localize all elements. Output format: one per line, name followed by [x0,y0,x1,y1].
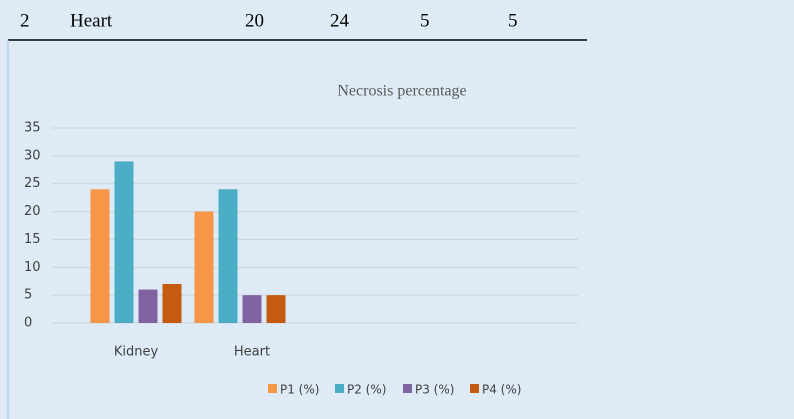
bar [218,189,238,323]
chart-title: Necrosis percentage [337,83,466,100]
legend-label: P3 (%) [415,383,454,397]
table-cell: 20 [245,10,264,31]
y-tick-label: 0 [24,316,32,331]
table-cell: Heart [70,10,113,31]
table-cell: 5 [420,10,430,31]
legend-swatch [335,384,344,393]
y-tick-label: 20 [24,204,41,219]
bar [138,289,158,323]
table-cell: 2 [20,10,30,31]
legend-label: P2 (%) [347,383,386,397]
y-tick-label: 35 [24,121,41,136]
y-tick-label: 15 [24,232,41,247]
table-cell: 5 [508,10,518,31]
y-tick-label: 5 [24,288,32,303]
x-tick-label: Kidney [114,345,159,360]
y-tick-label: 10 [24,260,41,275]
legend-swatch [268,384,277,393]
y-tick-label: 25 [24,176,41,191]
legend-swatch [470,384,479,393]
bar [90,189,110,323]
legend-label: P4 (%) [482,383,521,397]
y-tick-label: 30 [24,148,41,163]
x-tick-label: Heart [234,345,270,360]
bar [242,295,262,323]
bar [194,211,214,323]
bar [162,284,182,323]
legend-label: P1 (%) [280,383,319,397]
legend-swatch [403,384,412,393]
bar [114,161,134,323]
bar [266,295,286,323]
table-cell: 24 [330,10,350,31]
